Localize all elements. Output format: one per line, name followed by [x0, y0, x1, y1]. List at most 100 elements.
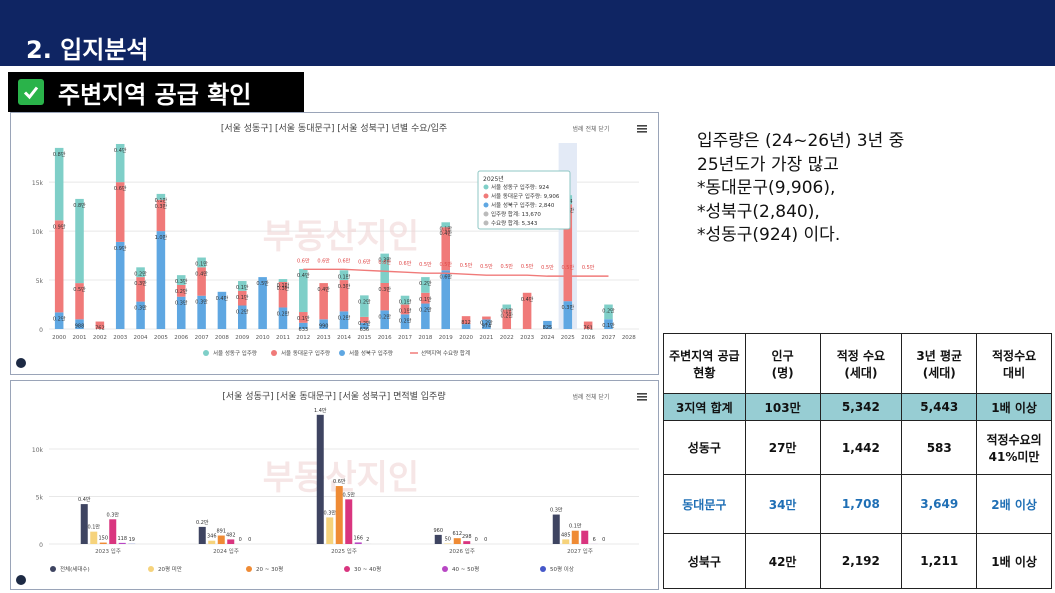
y-tick-label: 5k [36, 495, 44, 502]
bar-segment [176, 296, 186, 329]
bar [345, 499, 353, 544]
bar-label: 0.6만 [439, 273, 452, 280]
bar-label: 0 [475, 537, 478, 543]
menu-icon-line [637, 131, 647, 133]
bar [326, 517, 334, 544]
bar [354, 542, 362, 544]
bar-label: 19 [129, 537, 135, 543]
tooltip-title: 2025년 [483, 175, 504, 183]
bar-label: 485 [561, 532, 571, 538]
table-header-cell: 적정 수요 (세대) [819, 333, 903, 394]
bar-segment [115, 241, 125, 329]
table-cell: 5,443 [901, 393, 978, 421]
bar [335, 486, 343, 544]
line-label: 0.5만 [439, 261, 452, 268]
bar-segment [299, 322, 308, 329]
legend-marker [339, 350, 345, 356]
bar-label: 0.4만 [439, 230, 452, 237]
menu-icon-line [637, 128, 647, 130]
legend-label: 서울 성북구 입주량 [349, 349, 393, 357]
bar-label: 990 [319, 323, 329, 329]
x-tick-label: 2006 [174, 335, 188, 341]
bar-label: 0.2만 [134, 270, 147, 277]
x-tick-label: 2024 [540, 335, 554, 341]
bar-label: 0.1만 [602, 322, 615, 329]
bar-label: 0.2만 [480, 320, 493, 327]
legend-label: 서울 동대문구 입주량 [281, 349, 330, 357]
bar-label: 0.1만 [195, 261, 208, 268]
bar [208, 540, 216, 544]
bar-segment [522, 292, 532, 329]
table-cell: 583 [901, 420, 978, 475]
bar-label: 0.3만 [106, 511, 119, 518]
bar-label: 0.3만 [134, 280, 147, 287]
bar-segment [238, 281, 247, 291]
table-cell: 1배 이상 [976, 393, 1052, 421]
bar-label: 974 [482, 323, 492, 329]
table-cell: 성동구 [663, 420, 746, 475]
bar-segment [95, 321, 105, 329]
bar-segment [360, 322, 369, 329]
bar-label: 0.1만 [297, 315, 310, 322]
bar-segment [54, 147, 64, 221]
bar [316, 414, 324, 544]
bar-label: 0.6만 [333, 478, 346, 485]
x-tick-label: 2011 [276, 335, 290, 341]
bar-label: 0.3만 [175, 300, 188, 307]
bar-label: 166 [353, 535, 363, 541]
tooltip-row: 서울 동대문구 입주량: 9,906 [491, 192, 560, 200]
bar-label: 0.8만 [53, 151, 66, 158]
tooltip-marker [483, 202, 489, 208]
bar [90, 531, 98, 544]
x-tick-label: 2000 [52, 335, 66, 341]
bar-segment [461, 324, 471, 329]
bar-segment [441, 222, 450, 228]
bar-segment [339, 280, 349, 312]
y-tick-label: 0 [39, 542, 43, 549]
table-cell: 적정수요의 41%미만 [976, 420, 1052, 475]
tooltip-box [477, 170, 571, 230]
header-bar: 2. 입지분석 [0, 0, 1055, 66]
bar-label: 0.2만 [419, 280, 432, 287]
bar-segment [278, 282, 288, 308]
x-tick-label: 2003 [113, 335, 127, 341]
bar [581, 530, 589, 544]
bar-segment [380, 253, 389, 283]
bar-label: 0.5만 [73, 286, 86, 293]
bar-segment [54, 312, 64, 329]
bar-label: 298 [462, 534, 472, 540]
menu-icon [637, 393, 647, 401]
summary-line: 입주량은 (24~26년) 3년 중 [697, 131, 905, 151]
checkbox-icon [18, 79, 44, 105]
bar-label: 0.4만 [317, 286, 330, 293]
bar-segment [299, 268, 308, 313]
bar-label: 0.2만 [175, 288, 188, 295]
x-tick-label: 2005 [154, 335, 168, 341]
section-title: 2. 입지분석 [26, 36, 149, 64]
table-header-row: 주변지역 공급현황 인구 (명) 적정 수요 (세대) 3년 평균 (세대) 적… [663, 333, 1052, 394]
bar-label: 0.9만 [114, 245, 127, 252]
x-tick-label: 2023 입주 [95, 547, 121, 555]
chart-title: [서울 성동구] [서울 동대문구] [서울 성북구] 년별 수요/입주 [221, 122, 447, 134]
tooltip-row: 서울 성북구 입주량: 2,840 [491, 201, 555, 209]
tooltip-row: 수요량 합계: 5,343 [491, 219, 538, 227]
bar-segment [217, 291, 227, 329]
tooltip-marker [483, 193, 489, 199]
legend-toggle-button: 범례 전체 닫기 [573, 125, 610, 133]
x-tick-label: 2014 [337, 335, 351, 341]
bar-segment [421, 303, 430, 329]
bar-label: 0.1만 [419, 296, 432, 303]
bar-label: 346 [207, 534, 217, 540]
bar-label: 0.4만 [114, 147, 127, 154]
supply-table: 주변지역 공급현황 인구 (명) 적정 수요 (세대) 3년 평균 (세대) 적… [663, 333, 1052, 589]
bar-segment [136, 267, 145, 278]
table-row: 동대문구 34만 1,708 3,649 2배 이상 [663, 474, 1052, 534]
bar-segment [360, 295, 369, 317]
line-label: 0.6만 [399, 260, 412, 267]
bar-label: 0.1만 [569, 523, 582, 530]
bar-label: 0.2만 [378, 313, 391, 320]
bar-label: 150 [98, 536, 108, 542]
bar-label: 636 [360, 327, 370, 333]
bar-segment [421, 277, 430, 293]
